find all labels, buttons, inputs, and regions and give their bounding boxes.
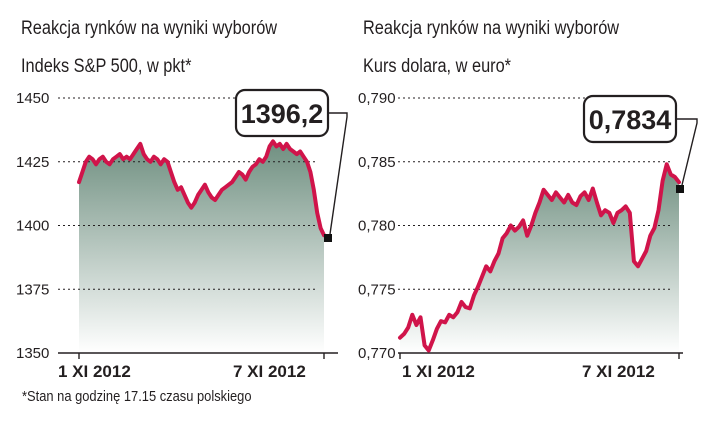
left-y-tick-label: 1350	[16, 345, 49, 362]
left-y-tick-label: 1450	[16, 90, 49, 107]
footnote: *Stan na godzinę 17.15 czasu polskiego	[22, 388, 252, 405]
right-callout-value: 0,7834	[589, 105, 672, 135]
left-y-tick-label: 1425	[16, 154, 49, 171]
right-x-tick-label: 7 XI 2012	[582, 362, 655, 381]
left-y-tick-label: 1375	[16, 281, 49, 298]
right-chart-title: Reakcja rynków na wyniki wyborów	[363, 18, 620, 39]
left-series-line	[77, 139, 326, 238]
right-y-tick-label: 0,775	[358, 281, 396, 298]
right-x-tick-label: 1 XI 2012	[402, 362, 475, 381]
left-callout-leader	[328, 112, 348, 235]
left-area-fill	[79, 141, 324, 353]
right-series-line	[398, 162, 681, 353]
left-last-point-marker	[324, 234, 332, 242]
right-y-tick-label: 0,780	[358, 218, 396, 235]
right-chart-subtitle: Kurs dolara, w euro*	[363, 56, 512, 77]
left-x-tick-label: 7 XI 2012	[233, 362, 306, 381]
right-y-tick-label: 0,785	[358, 154, 396, 171]
left-y-tick-label: 1400	[16, 218, 49, 235]
left-callout-value: 1396,2	[241, 99, 324, 129]
left-chart-title: Reakcja rynków na wyniki wyborów	[21, 18, 278, 39]
right-y-tick-label: 0,770	[358, 345, 396, 362]
right-y-tick-label: 0,790	[358, 90, 396, 107]
left-x-tick-label: 1 XI 2012	[58, 362, 131, 381]
right-area-fill	[400, 164, 679, 353]
right-callout-leader	[676, 118, 698, 186]
right-last-point-marker	[676, 185, 684, 193]
left-chart-subtitle: Indeks S&P 500, w pkt*	[21, 56, 192, 77]
